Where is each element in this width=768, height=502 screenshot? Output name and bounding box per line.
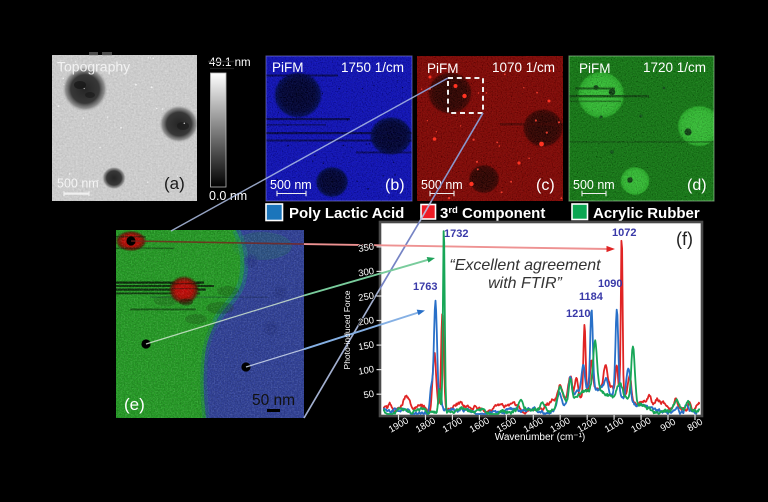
svg-text:200: 200 — [358, 315, 376, 329]
svg-text:(b): (b) — [385, 177, 405, 194]
svg-text:(a): (a) — [164, 174, 185, 193]
svg-text:500 nm: 500 nm — [270, 178, 312, 192]
svg-text:350: 350 — [358, 241, 376, 255]
svg-text:500 nm: 500 nm — [573, 178, 615, 192]
svg-text:1072: 1072 — [612, 227, 636, 239]
svg-text:1070 1/cm: 1070 1/cm — [492, 60, 555, 75]
svg-text:49.1 nm: 49.1 nm — [209, 57, 251, 69]
svg-text:Photo-induced Force: Photo-induced Force — [342, 290, 352, 369]
svg-text:with FTIR”: with FTIR” — [488, 275, 562, 292]
svg-text:3rd Component: 3rd Component — [440, 205, 545, 222]
svg-text:1720 1/cm: 1720 1/cm — [643, 60, 706, 75]
svg-text:500 nm: 500 nm — [57, 177, 99, 191]
svg-text:250: 250 — [358, 291, 376, 305]
svg-text:50 nm: 50 nm — [252, 392, 295, 409]
svg-text:0.0 nm: 0.0 nm — [209, 189, 247, 203]
svg-text:(e): (e) — [124, 395, 145, 414]
svg-text:(d): (d) — [687, 177, 707, 194]
svg-text:1210: 1210 — [566, 308, 590, 320]
svg-text:PiFM: PiFM — [579, 61, 611, 76]
svg-text:(f): (f) — [676, 229, 693, 249]
svg-text:1090: 1090 — [598, 278, 622, 290]
svg-text:150: 150 — [358, 340, 376, 354]
svg-text:(c): (c) — [536, 177, 555, 194]
svg-text:500 nm: 500 nm — [421, 178, 463, 192]
svg-text:1750 1/cm: 1750 1/cm — [341, 60, 404, 75]
svg-text:Acrylic Rubber: Acrylic Rubber — [593, 205, 700, 222]
svg-text:Topography: Topography — [57, 59, 130, 75]
svg-text:50: 50 — [363, 389, 375, 402]
svg-text:Wavenumber (cm⁻¹): Wavenumber (cm⁻¹) — [495, 432, 585, 443]
svg-text:100: 100 — [358, 364, 376, 378]
svg-text:“Excellent agreement: “Excellent agreement — [449, 257, 601, 274]
svg-text:1763: 1763 — [413, 281, 437, 293]
svg-text:300: 300 — [358, 266, 376, 280]
svg-text:1732: 1732 — [444, 228, 468, 240]
svg-text:PiFM: PiFM — [427, 61, 459, 76]
svg-text:1184: 1184 — [579, 291, 604, 303]
svg-text:PiFM: PiFM — [272, 60, 304, 75]
svg-text:Poly Lactic Acid: Poly Lactic Acid — [289, 205, 404, 222]
